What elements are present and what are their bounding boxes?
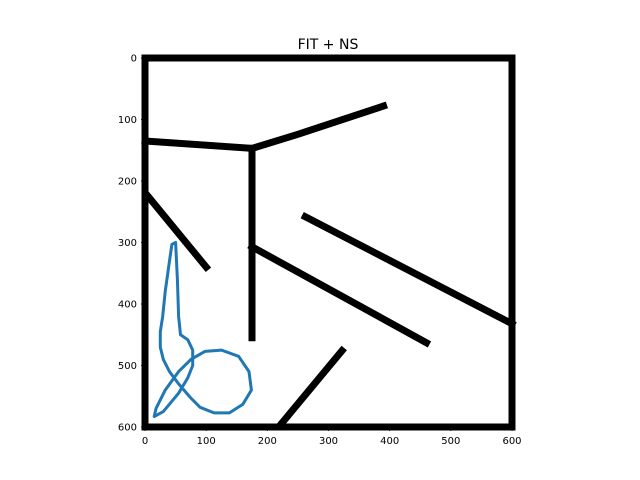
- x-axis: 0 100 200 300 400 500 600: [142, 427, 522, 447]
- x-tick-label-4: 400: [380, 436, 399, 447]
- series-line-0: [152, 241, 253, 418]
- y-axis: 0 100 200 300 400 500 600: [118, 54, 145, 434]
- y-tick-label-3: 300: [118, 238, 137, 249]
- y-tick-label-5: 500: [118, 361, 137, 372]
- x-tick-label-5: 500: [441, 436, 460, 447]
- image-stroke-5: [300, 211, 517, 329]
- x-tick-label-0: 0: [142, 436, 148, 447]
- y-tick-label-4: 400: [118, 300, 137, 311]
- y-tick-label-6: 600: [118, 423, 137, 434]
- x-tick-label-1: 100: [197, 436, 216, 447]
- x-tick-label-6: 600: [502, 436, 521, 447]
- x-tick-label-3: 300: [319, 436, 338, 447]
- y-tick-label-1: 100: [118, 115, 137, 126]
- image-stroke-3: [143, 191, 212, 273]
- image-stroke-1: [141, 101, 389, 152]
- y-tick-label-0: 0: [131, 54, 137, 65]
- image-stroke-4: [247, 242, 432, 348]
- y-tick-label-2: 200: [118, 177, 137, 188]
- chart-title: FIT + NS: [298, 37, 359, 53]
- image-stroke-6: [274, 345, 347, 431]
- x-tick-label-2: 200: [258, 436, 277, 447]
